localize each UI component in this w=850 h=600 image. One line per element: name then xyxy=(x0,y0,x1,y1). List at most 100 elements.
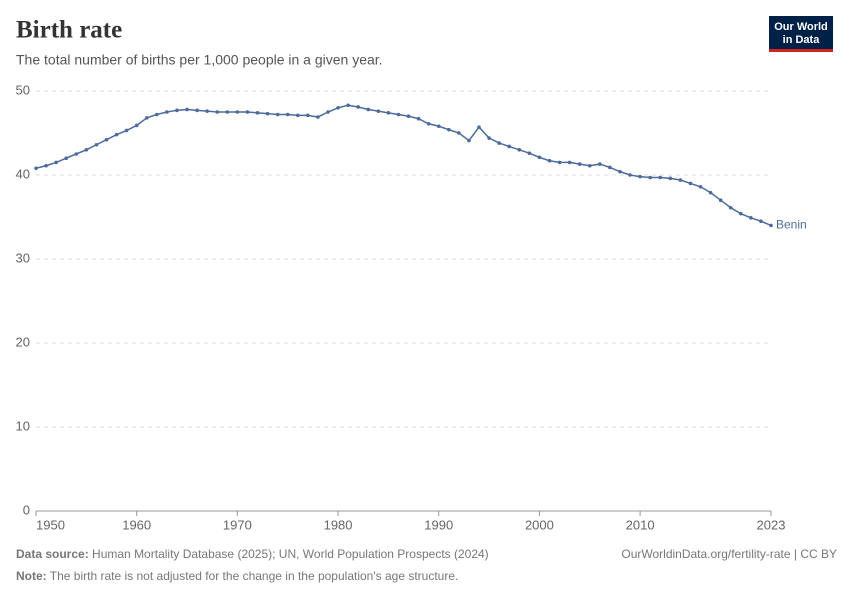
point xyxy=(114,132,119,137)
point xyxy=(708,190,713,195)
point xyxy=(255,111,260,115)
y-tick-label: 20 xyxy=(16,334,30,349)
point xyxy=(678,178,683,182)
point xyxy=(457,131,461,135)
point xyxy=(738,211,743,216)
point xyxy=(34,166,38,171)
point xyxy=(74,152,79,156)
y-tick-label: 0 xyxy=(23,502,30,517)
point xyxy=(346,103,350,108)
url[interactable]: OurWorldinData.org/fertility-rate | CC B… xyxy=(621,547,837,561)
point xyxy=(165,110,169,114)
point xyxy=(104,137,109,142)
point xyxy=(356,105,360,109)
point xyxy=(577,162,582,166)
point xyxy=(728,205,733,210)
point xyxy=(336,106,340,110)
point xyxy=(54,160,58,165)
point xyxy=(306,113,310,118)
source-label: Data source: xyxy=(16,547,89,561)
point xyxy=(769,223,773,228)
x-tick-label: 1990 xyxy=(424,517,453,532)
x-tick-label: 1970 xyxy=(223,517,252,532)
point xyxy=(688,181,693,186)
point xyxy=(326,110,330,114)
point xyxy=(144,116,149,120)
x-tick-label: 2000 xyxy=(525,517,554,532)
point xyxy=(436,124,441,129)
point xyxy=(527,151,532,155)
point xyxy=(265,111,270,116)
point xyxy=(658,175,663,180)
point xyxy=(386,111,391,115)
point xyxy=(295,113,300,118)
point xyxy=(235,110,240,114)
note: Note: The birth rate is not adjusted for… xyxy=(16,569,458,583)
chart-title: Birth rate xyxy=(16,17,122,44)
y-tick-label: 40 xyxy=(16,166,30,181)
point xyxy=(396,112,401,117)
point xyxy=(608,165,612,170)
point xyxy=(175,108,179,113)
point xyxy=(587,163,592,168)
source-text: Human Mortality Database (2025); UN, Wor… xyxy=(92,547,489,561)
y-tick-label: 10 xyxy=(16,418,30,433)
point xyxy=(195,108,199,113)
point xyxy=(628,173,632,177)
point xyxy=(316,115,320,119)
logo-text: Our World xyxy=(774,21,828,33)
x-tick-label: 2023 xyxy=(757,517,786,532)
point xyxy=(245,110,250,114)
point xyxy=(185,107,189,112)
x-tick-label: 1980 xyxy=(324,517,353,532)
point xyxy=(64,156,69,160)
point xyxy=(44,163,48,168)
point xyxy=(447,127,451,132)
point xyxy=(285,112,290,117)
point xyxy=(638,174,642,179)
point xyxy=(366,107,371,112)
x-tick-label: 1950 xyxy=(36,517,65,532)
point xyxy=(124,128,129,133)
point xyxy=(598,162,602,166)
point xyxy=(155,112,159,117)
chart-subtitle: The total number of births per 1,000 peo… xyxy=(16,52,383,68)
y-tick-label: 30 xyxy=(16,250,30,265)
point xyxy=(416,116,421,121)
point xyxy=(275,112,280,117)
point xyxy=(376,109,381,113)
point xyxy=(698,184,703,189)
x-tick-label: 2010 xyxy=(626,517,655,532)
source: Data source: Human Mortality Database (2… xyxy=(16,547,489,561)
point xyxy=(94,142,99,147)
point xyxy=(84,148,89,152)
point xyxy=(567,160,572,165)
point xyxy=(749,216,753,220)
point xyxy=(618,169,622,174)
y-tick-label: 50 xyxy=(16,82,30,97)
point xyxy=(547,158,552,163)
point xyxy=(225,110,230,114)
point xyxy=(487,136,491,140)
point xyxy=(557,160,562,165)
point xyxy=(507,144,512,149)
line xyxy=(35,104,772,227)
point xyxy=(537,155,542,160)
note-text: The birth rate is not adjusted for the c… xyxy=(50,569,459,583)
logo-bar xyxy=(769,49,833,52)
logo[interactable] xyxy=(769,16,833,52)
logo-text: in Data xyxy=(783,34,821,46)
point xyxy=(759,219,763,223)
point xyxy=(648,175,652,180)
point xyxy=(205,109,209,113)
point xyxy=(668,176,673,181)
point xyxy=(215,110,220,114)
point xyxy=(718,198,723,202)
x-tick-label: 1960 xyxy=(122,517,151,532)
point xyxy=(497,141,501,145)
series-label: Benin xyxy=(776,218,807,232)
point xyxy=(517,148,522,152)
point xyxy=(426,121,431,126)
point xyxy=(406,114,411,118)
